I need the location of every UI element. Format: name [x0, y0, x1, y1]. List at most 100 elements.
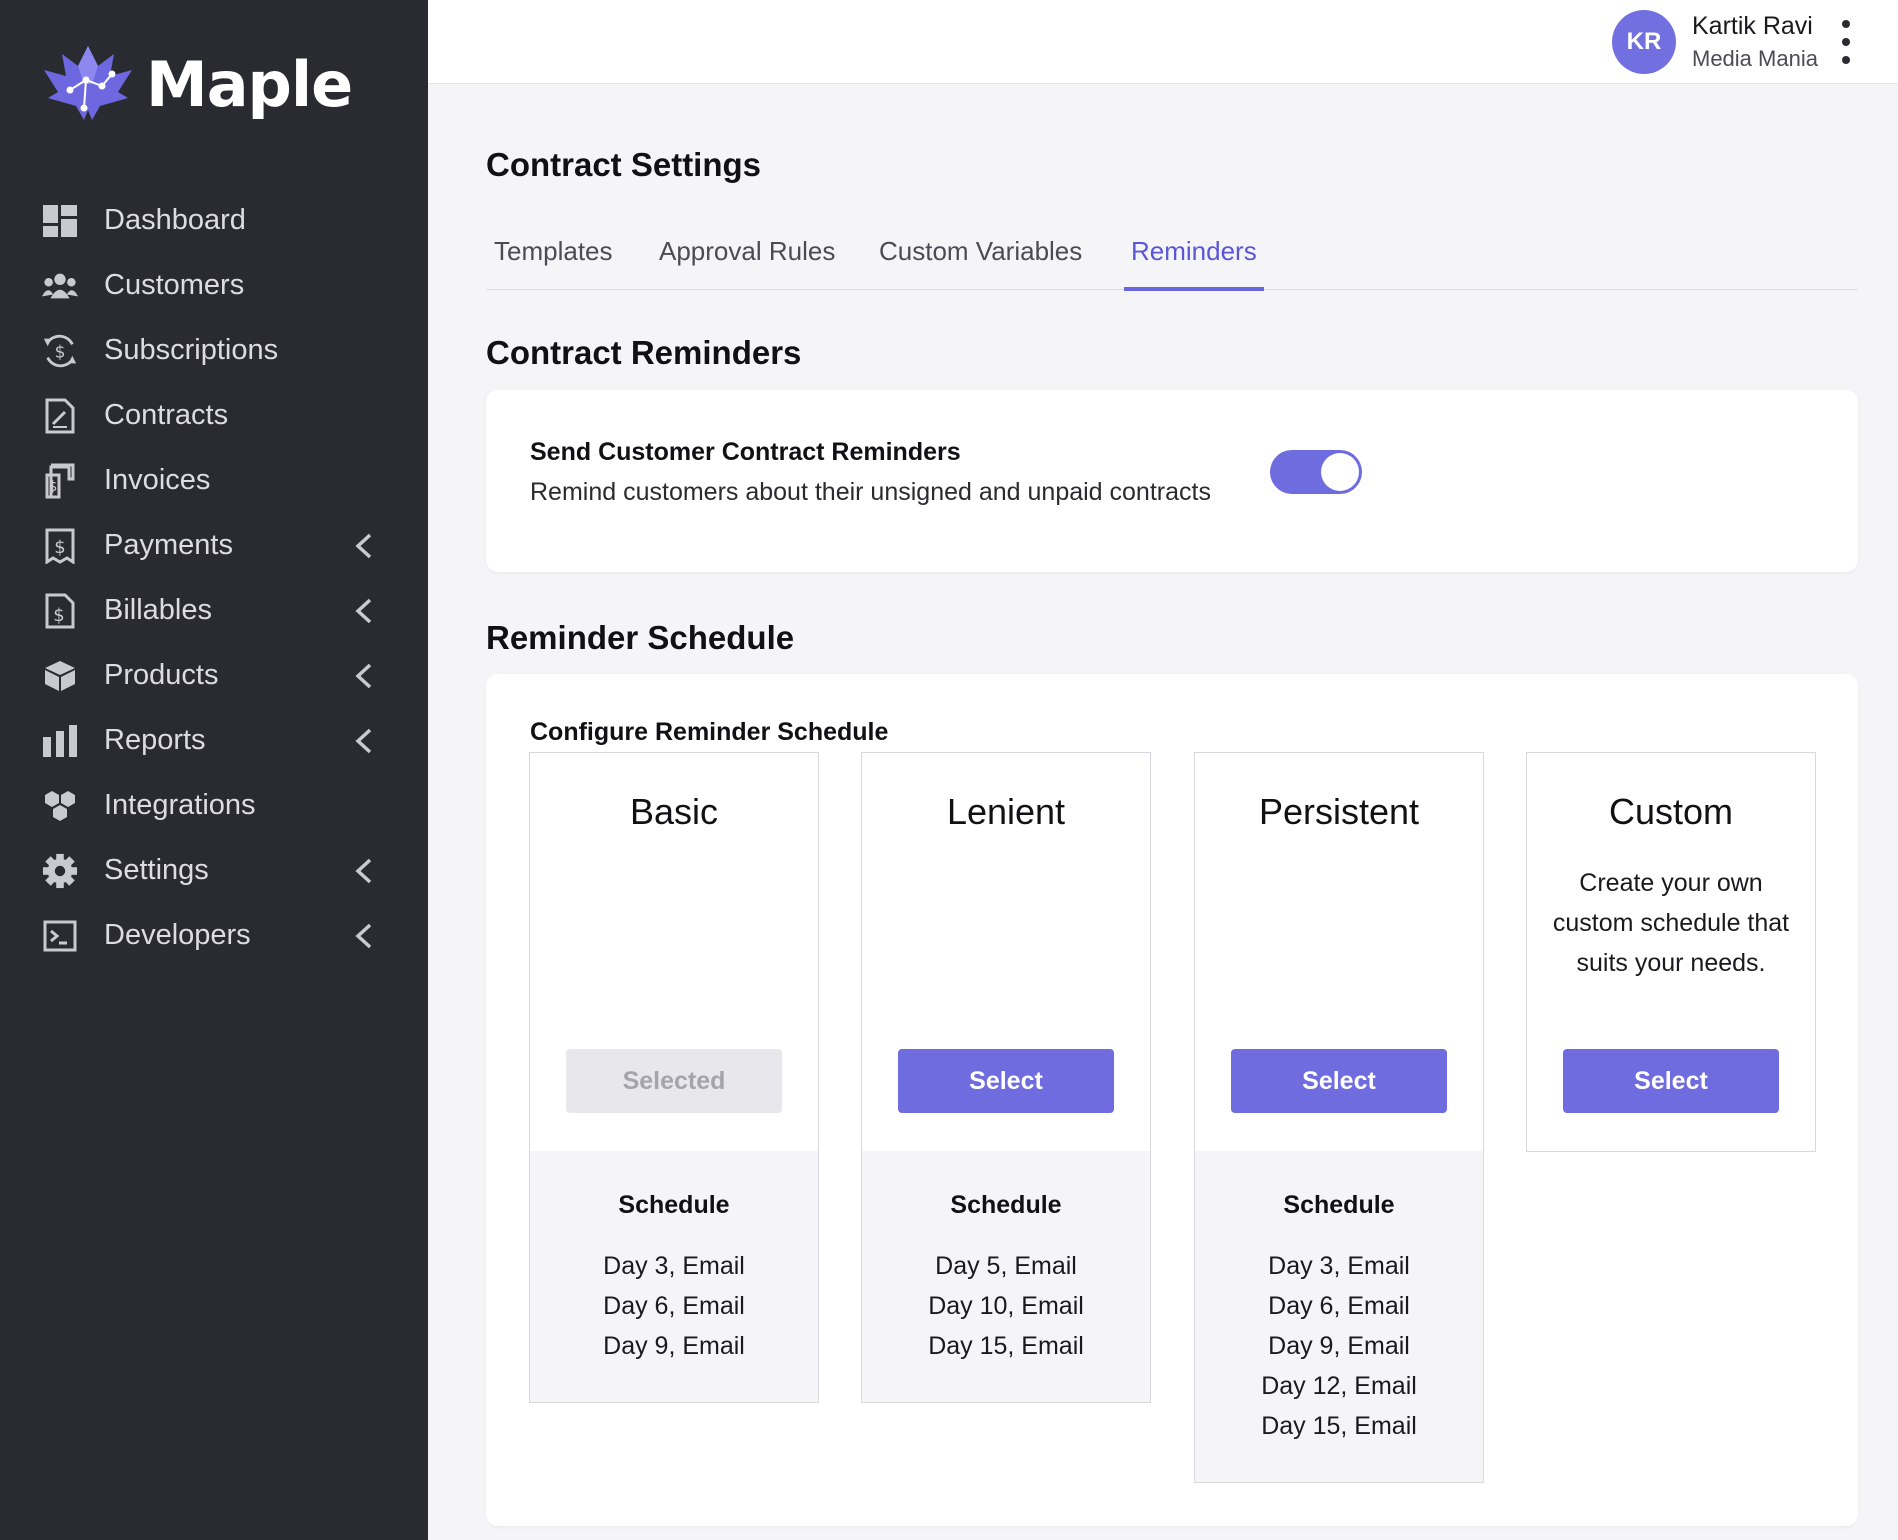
- schedule-step: Day 10, Email: [928, 1292, 1084, 1320]
- plan-schedule: Schedule Day 3, Email Day 6, Email Day 9…: [530, 1151, 818, 1402]
- schedule-heading: Schedule: [618, 1191, 730, 1219]
- active-tab-indicator: [1124, 287, 1264, 291]
- sidebar-item-label: Settings: [104, 854, 209, 886]
- more-menu-icon[interactable]: [1834, 20, 1858, 64]
- sidebar-item-dashboard[interactable]: Dashboard: [0, 188, 428, 253]
- brand-name: Maple: [146, 47, 353, 121]
- plan-schedule: Schedule Day 3, Email Day 6, Email Day 9…: [1195, 1151, 1483, 1482]
- top-bar: [428, 0, 1898, 84]
- page-title: Contract Settings: [486, 146, 762, 183]
- schedule-step: Day 3, Email: [603, 1252, 745, 1280]
- plan-card-persistent: Persistent Select Schedule Day 3, Email …: [1194, 752, 1484, 1483]
- settings-tabs: Templates Approval Rules Custom Variable…: [486, 224, 1858, 291]
- plan-card-basic: Basic Selected Schedule Day 3, Email Day…: [529, 752, 819, 1403]
- plan-name: Basic: [629, 791, 719, 832]
- maple-leaf-logo-icon: [44, 46, 132, 120]
- logo[interactable]: Maple: [40, 44, 353, 124]
- send-reminders-toggle[interactable]: [1270, 450, 1362, 494]
- chevron-left-icon[interactable]: [350, 596, 378, 626]
- chevron-left-icon[interactable]: [350, 531, 378, 561]
- bar-chart-icon: [42, 723, 78, 759]
- tab-custom-variables[interactable]: Custom Variables: [879, 236, 1083, 266]
- sidebar-item-label: Invoices: [104, 464, 211, 496]
- schedule-step: Day 15, Email: [1261, 1412, 1417, 1440]
- sidebar-item-label: Payments: [104, 529, 233, 561]
- user-organization: Media Mania: [1692, 46, 1818, 71]
- configure-schedule-label: Configure Reminder Schedule: [530, 718, 889, 746]
- reminder-schedule-heading: Reminder Schedule: [486, 619, 795, 656]
- sidebar-item-label: Developers: [104, 919, 251, 951]
- sidebar-item-subscriptions[interactable]: $ Subscriptions: [0, 318, 428, 383]
- chevron-left-icon[interactable]: [350, 661, 378, 691]
- select-button[interactable]: Select: [1231, 1049, 1447, 1113]
- billable-icon: $: [42, 593, 78, 629]
- schedule-step: Day 6, Email: [603, 1292, 745, 1320]
- toggle-knob: [1321, 453, 1359, 491]
- schedule-heading: Schedule: [950, 1191, 1062, 1219]
- tab-templates[interactable]: Templates: [494, 236, 613, 266]
- schedule-heading: Schedule: [1283, 1191, 1395, 1219]
- schedule-step: Day 9, Email: [1268, 1332, 1410, 1360]
- svg-text:$: $: [49, 479, 58, 495]
- schedule-step: Day 15, Email: [928, 1332, 1084, 1360]
- schedule-step: Day 3, Email: [1268, 1252, 1410, 1280]
- sidebar-item-label: Dashboard: [104, 204, 246, 236]
- payment-icon: $: [42, 528, 78, 564]
- sidebar-item-label: Integrations: [104, 789, 256, 821]
- sidebar-item-label: Customers: [104, 269, 245, 301]
- sidebar: Maple Dashboard Customers $ Subscription…: [0, 0, 428, 1540]
- contract-icon: [42, 398, 78, 434]
- integrations-icon: [42, 788, 78, 824]
- schedule-step: Day 5, Email: [935, 1252, 1077, 1280]
- user-name: Kartik Ravi: [1692, 12, 1813, 40]
- toggle-title: Send Customer Contract Reminders: [530, 438, 961, 466]
- schedule-step: Day 12, Email: [1261, 1372, 1417, 1400]
- sidebar-item-developers[interactable]: Developers: [0, 903, 428, 968]
- reminder-toggle-card: Send Customer Contract Reminders Remind …: [486, 390, 1858, 572]
- schedule-step: Day 9, Email: [603, 1332, 745, 1360]
- gear-icon: [42, 853, 78, 889]
- plan-name: Lenient: [946, 791, 1066, 832]
- tab-approval-rules[interactable]: Approval Rules: [659, 236, 836, 266]
- contract-reminders-heading: Contract Reminders: [486, 334, 802, 371]
- svg-text:$: $: [55, 342, 66, 362]
- sidebar-item-integrations[interactable]: Integrations: [0, 773, 428, 838]
- users-icon: [42, 268, 78, 304]
- sidebar-item-customers[interactable]: Customers: [0, 253, 428, 318]
- box-icon: [42, 658, 78, 694]
- sidebar-item-billables[interactable]: $ Billables: [0, 578, 428, 643]
- schedule-step: Day 6, Email: [1268, 1292, 1410, 1320]
- select-button[interactable]: Select: [898, 1049, 1114, 1113]
- invoice-icon: $: [42, 463, 78, 499]
- chevron-left-icon[interactable]: [350, 726, 378, 756]
- sidebar-item-label: Reports: [104, 724, 206, 756]
- sidebar-item-contracts[interactable]: Contracts: [0, 383, 428, 448]
- plan-description: Create your own custom schedule that sui…: [1552, 869, 1790, 977]
- sidebar-nav: Dashboard Customers $ Subscriptions Cont…: [0, 188, 428, 968]
- dashboard-icon: [42, 203, 78, 239]
- plan-schedule: Schedule Day 5, Email Day 10, Email Day …: [862, 1151, 1150, 1402]
- terminal-icon: [42, 918, 78, 954]
- svg-text:$: $: [53, 605, 64, 626]
- selected-button: Selected: [566, 1049, 782, 1113]
- plan-name: Custom: [1608, 791, 1734, 832]
- svg-text:$: $: [54, 537, 65, 558]
- sidebar-item-label: Products: [104, 659, 219, 691]
- sidebar-item-reports[interactable]: Reports: [0, 708, 428, 773]
- sidebar-item-settings[interactable]: Settings: [0, 838, 428, 903]
- plan-name: Persistent: [1258, 791, 1420, 832]
- plan-card-lenient: Lenient Select Schedule Day 5, Email Day…: [861, 752, 1151, 1403]
- sidebar-item-label: Subscriptions: [104, 334, 279, 366]
- sidebar-item-label: Billables: [104, 594, 212, 626]
- sidebar-item-label: Contracts: [104, 399, 229, 431]
- toggle-description: Remind customers about their unsigned an…: [530, 478, 1211, 506]
- chevron-left-icon[interactable]: [350, 856, 378, 886]
- chevron-left-icon[interactable]: [350, 921, 378, 951]
- sidebar-item-products[interactable]: Products: [0, 643, 428, 708]
- tab-reminders[interactable]: Reminders: [1131, 236, 1257, 266]
- avatar[interactable]: KR: [1612, 10, 1676, 74]
- sidebar-item-payments[interactable]: $ Payments: [0, 513, 428, 578]
- sidebar-item-invoices[interactable]: $ Invoices: [0, 448, 428, 513]
- select-button[interactable]: Select: [1563, 1049, 1779, 1113]
- subscription-icon: $: [42, 333, 78, 369]
